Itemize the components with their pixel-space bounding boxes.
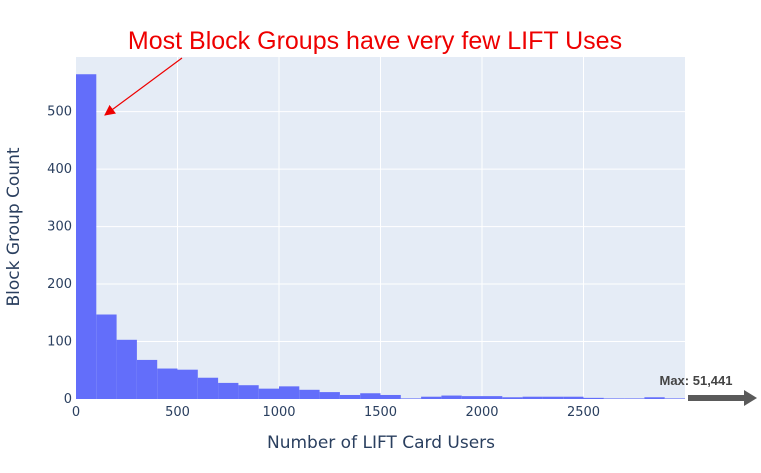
histogram-bar — [421, 396, 442, 399]
histogram-bar — [563, 396, 584, 399]
x-tick-label: 1000 — [262, 405, 295, 420]
y-tick-label: 500 — [47, 105, 72, 120]
y-tick-label: 300 — [47, 220, 72, 235]
histogram-bar — [96, 314, 117, 399]
x-tick-label: 2500 — [567, 405, 600, 420]
histogram-bar — [339, 394, 361, 399]
y-tick-label: 100 — [47, 335, 72, 350]
histogram-bar — [238, 385, 259, 399]
histogram-bar — [664, 398, 685, 399]
histogram-bar — [360, 393, 381, 399]
histogram-bar — [624, 398, 645, 399]
grid-lines — [76, 57, 685, 399]
histogram-bar — [279, 386, 300, 399]
histogram-bar — [522, 396, 543, 399]
histogram-bar — [482, 396, 503, 399]
histogram-bar — [583, 397, 604, 399]
annotation-arrow — [104, 57, 183, 116]
histogram-bar — [502, 397, 523, 399]
histogram-bar — [400, 398, 422, 399]
histogram-bar — [603, 398, 625, 399]
x-tick-label: 1500 — [364, 405, 397, 420]
y-axis-title: Block Group Count — [4, 147, 24, 306]
y-tick-label: 400 — [47, 162, 72, 177]
histogram-bar — [157, 368, 178, 399]
y-tick-label: 0 — [64, 392, 72, 407]
headline-annotation: Most Block Groups have very few LIFT Use… — [128, 27, 622, 55]
histogram-bar — [136, 359, 158, 399]
y-tick-label: 200 — [47, 277, 72, 292]
max-value-label: Max: 51,441 — [660, 373, 733, 388]
histogram-bar — [644, 397, 665, 399]
histogram-bar — [218, 382, 239, 399]
histogram-bar — [197, 377, 219, 399]
histogram-bar — [441, 395, 462, 399]
bars-group — [76, 74, 685, 399]
histogram-bar — [76, 74, 97, 399]
max-arrow-icon — [688, 390, 757, 406]
histogram-bar — [542, 396, 564, 399]
x-tick-label: 0 — [72, 405, 80, 420]
histogram-bar — [258, 388, 279, 399]
histogram-bar — [177, 369, 198, 399]
histogram-bar — [299, 389, 320, 399]
histogram-bar — [461, 396, 482, 399]
histogram-bar — [116, 339, 137, 399]
x-tick-label: 2000 — [465, 405, 498, 420]
histogram-bar — [380, 394, 401, 399]
y-axis: 0 100 200 300 400 500 — [47, 105, 72, 407]
histogram-bar — [319, 392, 340, 399]
x-axis: 0 500 1000 1500 2000 2500 — [72, 405, 600, 420]
x-axis-title: Number of LIFT Card Users — [267, 433, 495, 453]
x-tick-label: 500 — [165, 405, 190, 420]
